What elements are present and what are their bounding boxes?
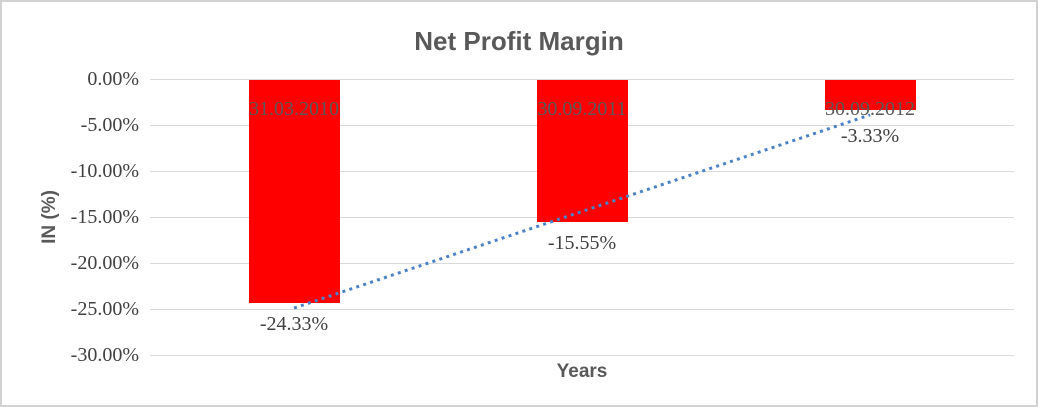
- data-label: -3.33%: [840, 124, 900, 147]
- chart-title: Net Profit Margin: [414, 26, 624, 56]
- data-label: -15.55%: [547, 232, 617, 255]
- category-label: 31.03.2010: [249, 98, 339, 120]
- x-axis-title: Years: [556, 361, 608, 382]
- y-tick-label: -30.00%: [70, 344, 139, 366]
- category-label: 30.09.2012: [825, 98, 915, 120]
- y-gridline: [150, 308, 1014, 310]
- bar-30.09.2012: [824, 80, 916, 110]
- category-label: 30.09.2011: [537, 98, 627, 120]
- y-gridline: [150, 354, 1014, 356]
- y-tick-label: -15.00%: [70, 206, 139, 228]
- y-tick-label: -10.00%: [70, 160, 139, 182]
- y-tick-label: -5.00%: [80, 114, 139, 136]
- y-tick-label: 0.00%: [87, 68, 139, 90]
- data-label: -24.33%: [259, 312, 329, 335]
- y-tick-label: -25.00%: [70, 298, 139, 320]
- y-tick-label: -20.00%: [70, 252, 139, 274]
- y-gridline: [150, 78, 1014, 80]
